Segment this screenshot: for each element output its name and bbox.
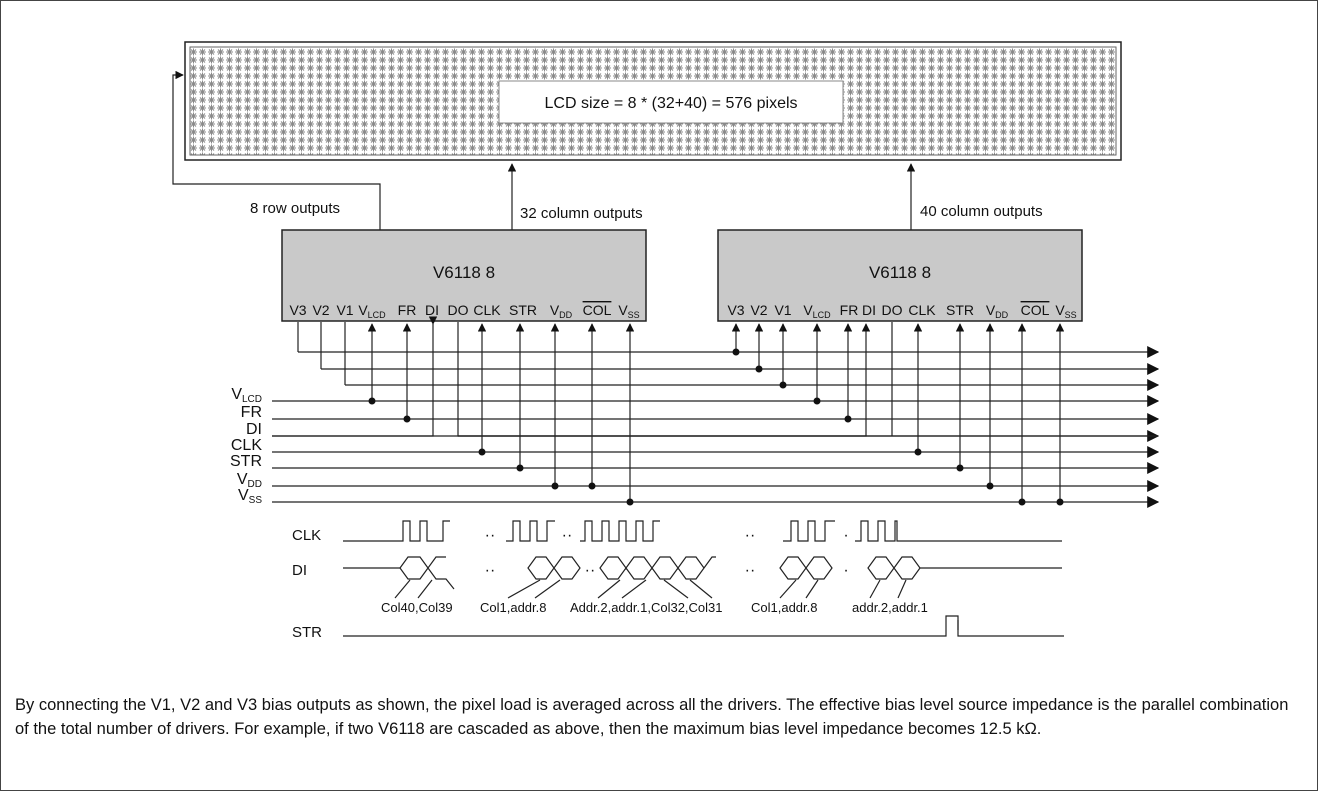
chip-title: V6118 8 [433, 263, 495, 282]
left-column-outputs-label: 32 column outputs [520, 205, 643, 222]
chip-pin-label: CLK [908, 302, 936, 318]
bus-label-str: STR [230, 453, 262, 470]
timing-ellipsis: ·· [485, 527, 496, 544]
chip-pin-label: COL [583, 302, 612, 318]
timing-annotation: Col1,addr.8 [480, 600, 547, 615]
di-waveform [343, 556, 1062, 599]
timing-ellipsis: ·· [485, 562, 496, 579]
timing-annotation: Col40,Col39 [381, 600, 453, 615]
chip-pin-label: V3 [289, 302, 306, 318]
bus-label-clk: CLK [231, 437, 262, 454]
chip-pin-label: CLK [473, 302, 501, 318]
str-waveform [343, 615, 1064, 637]
driver-chip-left: V6118 8 V3 V2 V1 VLCD FR DI DO CLK STR VDD COL VSS [281, 229, 647, 322]
timing-dot: · [843, 527, 848, 544]
chip-pin-label: VLCD [803, 302, 831, 320]
chip-pin-labels: V3 V2 V1 VLCD FR DI DO CLK STR VDD COL VSS [727, 302, 1076, 320]
timing-di-label: DI [292, 562, 307, 579]
timing-ellipsis: ·· [745, 527, 756, 544]
chip-pin-label: FR [398, 302, 417, 318]
circuit-diagram: LCD size = 8 * (32+40) = 576 pixels 8 ro… [172, 41, 1160, 641]
timing-clk-label: CLK [292, 527, 321, 544]
timing-diagram: CLK DI STR [292, 520, 1064, 641]
chip-pin-label: DI [862, 302, 876, 318]
chip-pin-label: DO [448, 302, 469, 318]
timing-ellipsis: ·· [562, 527, 573, 544]
row-outputs-label: 8 row outputs [250, 200, 340, 217]
chip-pin-label: DI [425, 302, 439, 318]
timing-annotation: addr.2,addr.1 [852, 600, 928, 615]
chip-pin-label: V3 [727, 302, 744, 318]
timing-annotation: Addr.2,addr.1,Col32,Col31 [570, 600, 723, 615]
figure-caption: By connecting the V1, V2 and V3 bias out… [15, 696, 1289, 738]
chip-pin-label: FR [840, 302, 859, 318]
output-wires [172, 70, 916, 230]
chip-pin-label: DO [882, 302, 903, 318]
lcd-size-label: LCD size = 8 * (32+40) = 576 pixels [544, 95, 797, 112]
timing-dot: · [843, 562, 848, 579]
right-chip-pin-wires [731, 322, 1065, 502]
chip-pin-label: VLCD [358, 302, 386, 320]
chip-pin-label: V1 [336, 302, 353, 318]
chip-pin-label: VSS [1055, 302, 1076, 320]
chip-pin-label: STR [946, 302, 974, 318]
bus-label-vss: VSS [238, 487, 262, 506]
chip-title: V6118 8 [869, 263, 931, 282]
bus-label-vlcd: VLCD [231, 386, 262, 405]
driver-chip-right: V6118 8 V3 V2 V1 VLCD FR DI DO CLK STR VDD COL VSS [717, 229, 1083, 322]
timing-ellipsis: ·· [745, 562, 756, 579]
timing-ellipsis: ·· [585, 562, 596, 579]
chip-pin-labels: V3 V2 V1 VLCD FR DI DO CLK STR VDD COL VSS [289, 302, 639, 320]
chip-pin-label: VSS [618, 302, 639, 320]
chip-pin-label: STR [509, 302, 537, 318]
chip-pin-label: VDD [550, 302, 573, 320]
chip-pin-label: COL [1021, 302, 1050, 318]
clk-waveform [343, 520, 1062, 542]
bus-label-di: DI [246, 421, 262, 438]
bus-label-fr: FR [241, 404, 262, 421]
chip-pin-label: V2 [312, 302, 329, 318]
left-chip-pin-wires [272, 316, 871, 502]
bus-lines [272, 346, 1160, 508]
chip-pin-label: V2 [750, 302, 767, 318]
timing-str-label: STR [292, 624, 322, 641]
right-column-outputs-label: 40 column outputs [920, 203, 1043, 220]
bus-label-vdd: VDD [237, 471, 262, 490]
chip-pin-label: VDD [986, 302, 1009, 320]
chip-pin-label: V1 [774, 302, 791, 318]
timing-annotation: Col1,addr.8 [751, 600, 818, 615]
junction-dots [368, 348, 1064, 506]
lcd-panel: LCD size = 8 * (32+40) = 576 pixels [184, 41, 1122, 161]
